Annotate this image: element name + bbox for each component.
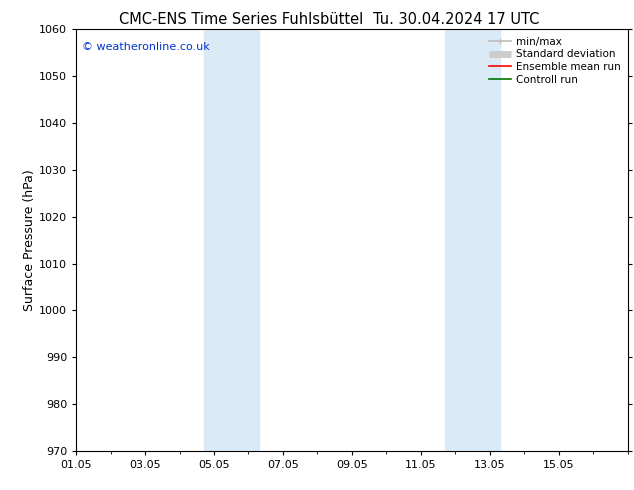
Text: © weatheronline.co.uk: © weatheronline.co.uk	[82, 42, 209, 52]
Text: Tu. 30.04.2024 17 UTC: Tu. 30.04.2024 17 UTC	[373, 12, 540, 27]
Bar	[445, 29, 500, 451]
Text: CMC-ENS Time Series Fuhlsbüttel: CMC-ENS Time Series Fuhlsbüttel	[119, 12, 363, 27]
Bar	[204, 29, 259, 451]
Y-axis label: Surface Pressure (hPa): Surface Pressure (hPa)	[23, 169, 36, 311]
Legend: min/max, Standard deviation, Ensemble mean run, Controll run: min/max, Standard deviation, Ensemble me…	[486, 35, 623, 87]
